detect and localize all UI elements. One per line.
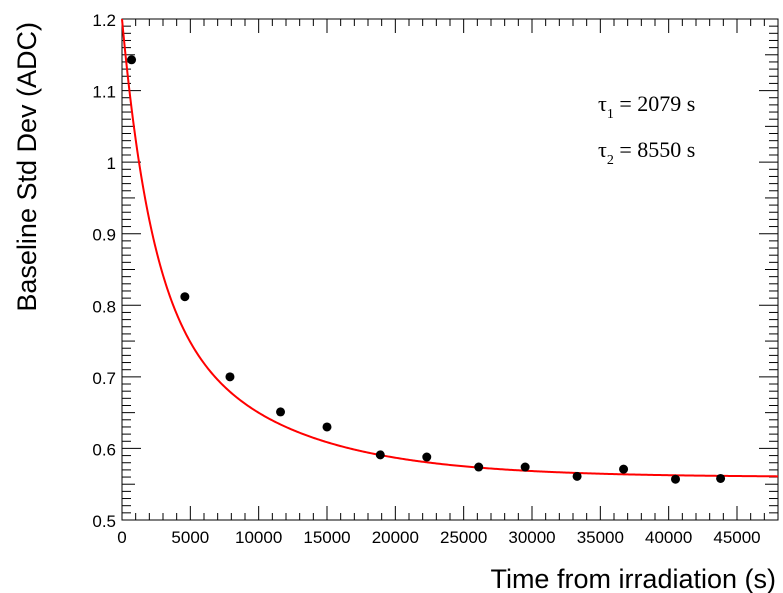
data-point (572, 471, 582, 481)
annotation-tau2-text: = 8550 s (614, 137, 695, 162)
x-tick-label: 0 (117, 528, 126, 547)
x-tick-label: 40000 (645, 528, 692, 547)
y-tick-label: 0.5 (92, 512, 116, 531)
x-tick-label: 20000 (372, 528, 419, 547)
x-tick-label: 25000 (440, 528, 487, 547)
y-tick-label: 0.6 (92, 440, 116, 459)
data-point (671, 474, 680, 484)
x-tick-label: 10000 (235, 528, 282, 547)
data-point (520, 462, 530, 472)
y-axis-ticks: 0.5 0.6 0.7 0.8 0.9 1 1.1 1.2 (92, 11, 778, 531)
data-point (225, 372, 235, 382)
fit-curve (121, 18, 779, 478)
y-tick-label: 1.1 (92, 83, 116, 102)
y-axis-title: Baseline Std Dev (ADC) (12, 22, 42, 312)
y-tick-label: 1 (107, 154, 116, 173)
data-point (375, 450, 385, 460)
annotation-tau1-text: = 2079 s (614, 91, 695, 116)
x-tick-label: 15000 (303, 528, 350, 547)
data-point (474, 462, 484, 472)
fit-layer (121, 18, 779, 478)
x-tick-label: 5000 (171, 528, 209, 547)
data-point (422, 452, 432, 462)
x-tick-label: 30000 (508, 528, 555, 547)
data-point (276, 407, 286, 417)
data-point (716, 473, 726, 483)
data-point (322, 422, 332, 432)
x-tick-label: 35000 (577, 528, 624, 547)
x-axis-title: Time from irradiation (s) (490, 564, 776, 593)
data-point (619, 464, 629, 474)
annotation-tau2: τ2 = 8550 s (598, 137, 695, 168)
y-tick-label: 1.2 (92, 11, 116, 30)
x-tick-label: 45000 (713, 528, 760, 547)
annotation-tau1-symbol: τ (598, 91, 607, 116)
data-point (180, 292, 190, 302)
annotation-tau1-sub: 1 (607, 107, 614, 122)
annotation-tau1: τ1 = 2079 s (598, 91, 695, 122)
y-tick-label: 0.8 (92, 297, 116, 316)
y-tick-label: 0.9 (92, 226, 116, 245)
y-tick-label: 0.7 (92, 369, 116, 388)
x-axis-ticks: 0 5000 10000 15000 20000 25000 30000 35000 40000… (117, 19, 779, 547)
annotation-tau2-symbol: τ (598, 137, 607, 162)
data-point (127, 55, 137, 65)
annotation-tau2-sub: 2 (607, 153, 614, 168)
points-layer (127, 55, 726, 484)
